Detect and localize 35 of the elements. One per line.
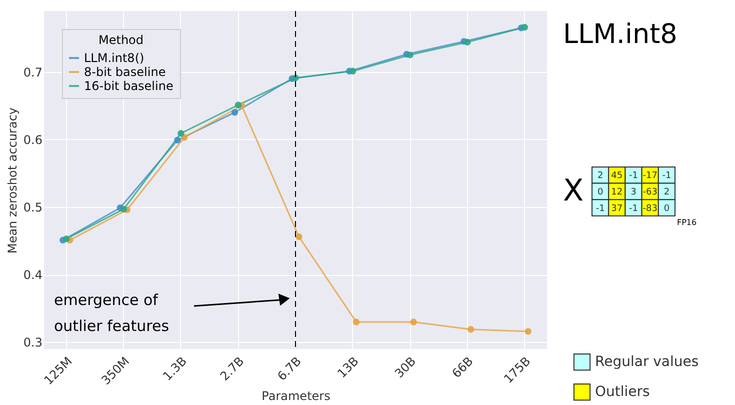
data-label: -17 (642, 171, 658, 182)
x-tick-label: 13B (334, 354, 362, 381)
y-tick-label: 0.5 (23, 200, 42, 215)
legend-label: Regular values (595, 354, 699, 370)
y-tick-label: 0.7 (23, 65, 42, 80)
data-label: -63 (642, 187, 658, 198)
data-label: -83 (642, 204, 658, 214)
data-label: 37 (611, 204, 623, 214)
data-label: 0 (597, 187, 604, 198)
legend-label: Outliers (595, 384, 650, 400)
legend-label: 8-bit baseline (84, 65, 166, 79)
y-tick-label: 0.6 (23, 132, 42, 147)
chart-title: LLM.int8 (563, 19, 678, 50)
x-tick-label: 30B (392, 354, 419, 381)
data-label: -1 (629, 204, 638, 214)
data-label: 12 (611, 187, 623, 198)
data-label: -1 (596, 204, 605, 214)
data-label: -1 (662, 171, 672, 182)
y-axis-title: Mean zeroshot accuracy (5, 107, 20, 254)
legend-label: 16-bit baseline (84, 79, 174, 93)
text: X (563, 173, 584, 208)
legend-title: Method (98, 33, 144, 47)
text: FP16 (677, 218, 697, 227)
x-axis-title: Parameters (262, 388, 330, 403)
data-label: 2 (664, 187, 670, 198)
data-label: 45 (611, 171, 623, 182)
legend-label: LLM.int8() (84, 51, 144, 65)
data-label: -1 (629, 171, 638, 182)
data-label: 0 (664, 204, 670, 214)
x-tick-label: 66B (449, 354, 476, 381)
y-tick-label: 0.3 (23, 336, 42, 350)
annotation: emergence of outlier features (54, 291, 170, 335)
data-label: 3 (630, 187, 636, 198)
data-label: 2 (597, 171, 604, 182)
y-tick-label: 0.4 (23, 268, 42, 282)
